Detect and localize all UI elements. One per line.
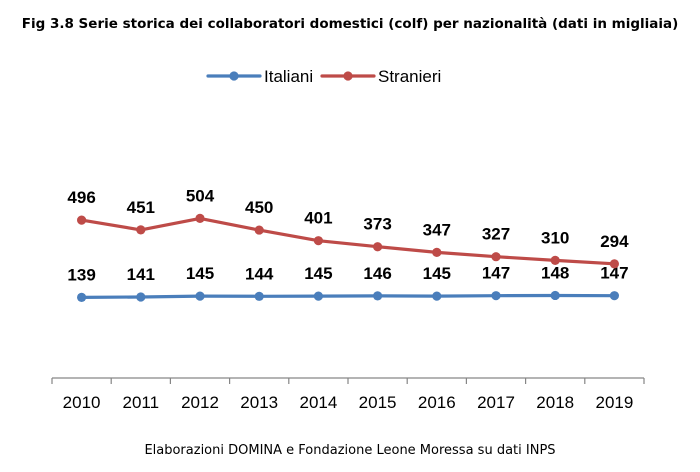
data-label: 141 xyxy=(127,265,155,284)
data-point xyxy=(609,291,620,301)
data-point xyxy=(373,242,383,252)
data-point xyxy=(313,291,323,301)
data-label: 401 xyxy=(304,209,332,228)
series-italiani: 139 141 145 144 145 146 145 147 148 147 xyxy=(67,263,629,303)
data-label: 147 xyxy=(482,264,510,283)
data-label: 145 xyxy=(304,264,332,283)
data-point xyxy=(254,225,264,235)
data-label: 450 xyxy=(245,198,273,217)
data-point xyxy=(195,213,205,223)
data-point xyxy=(550,255,560,265)
legend-swatch-marker xyxy=(229,71,239,81)
x-axis: 2010 2011 2012 2013 2014 2015 2016 2017 2018 2019 xyxy=(51,377,645,412)
data-point xyxy=(432,291,442,301)
legend-item-italiani: Italiani xyxy=(206,67,313,86)
data-label: 146 xyxy=(363,264,391,283)
series-line-stranieri xyxy=(79,216,617,266)
data-point xyxy=(609,259,620,269)
data-label: 347 xyxy=(423,220,451,239)
x-tick-label: 2012 xyxy=(181,393,219,412)
data-label: 310 xyxy=(541,228,569,247)
legend-swatch-marker xyxy=(343,71,353,81)
data-label: 327 xyxy=(482,225,510,244)
data-label: 145 xyxy=(423,264,451,283)
source-note: Elaborazioni DOMINA e Fondazione Leone M… xyxy=(144,443,556,458)
data-point xyxy=(136,225,146,235)
x-tick-label: 2011 xyxy=(123,393,160,412)
data-point xyxy=(491,252,501,262)
x-tick-label: 2018 xyxy=(536,393,574,412)
data-point xyxy=(373,291,383,301)
data-label: 373 xyxy=(363,215,391,234)
data-point xyxy=(77,292,87,303)
data-label: 496 xyxy=(67,188,95,207)
series-group: 139 141 145 144 145 146 145 147 148 1474964515044… xyxy=(67,186,629,303)
series-line-italiani xyxy=(79,293,617,299)
x-tick-label: 2015 xyxy=(359,393,397,412)
x-tick-label: 2010 xyxy=(63,393,101,412)
data-label: 144 xyxy=(245,264,274,283)
data-label: 451 xyxy=(127,198,155,217)
x-tick-label: 2019 xyxy=(595,393,633,412)
data-point xyxy=(195,291,205,301)
data-label: 145 xyxy=(186,264,214,283)
legend-item-stranieri: Stranieri xyxy=(320,67,441,86)
x-tick-label: 2013 xyxy=(240,393,278,412)
x-tick-label: 2016 xyxy=(418,393,456,412)
series-stranieri: 496 451 504 450 401 373 347 327 310 294 xyxy=(67,186,629,269)
chart-title: Fig 3.8 Serie storica dei collaboratori … xyxy=(21,16,679,32)
data-label: 147 xyxy=(600,264,628,283)
legend-label: Stranieri xyxy=(378,67,441,86)
x-tick-label: 2014 xyxy=(299,393,337,412)
data-point xyxy=(550,290,560,301)
data-point xyxy=(77,215,87,225)
data-label: 504 xyxy=(186,186,215,205)
data-point xyxy=(491,291,501,301)
data-point xyxy=(254,291,264,301)
data-label: 139 xyxy=(67,265,95,284)
data-point xyxy=(313,236,323,246)
data-label: 148 xyxy=(541,263,569,282)
data-point xyxy=(432,247,442,257)
data-point xyxy=(136,292,146,302)
x-tick-label: 2017 xyxy=(477,393,515,412)
data-label: 294 xyxy=(600,232,629,251)
legend-label: Italiani xyxy=(264,67,313,86)
legend: Italiani Stranieri xyxy=(206,67,441,86)
